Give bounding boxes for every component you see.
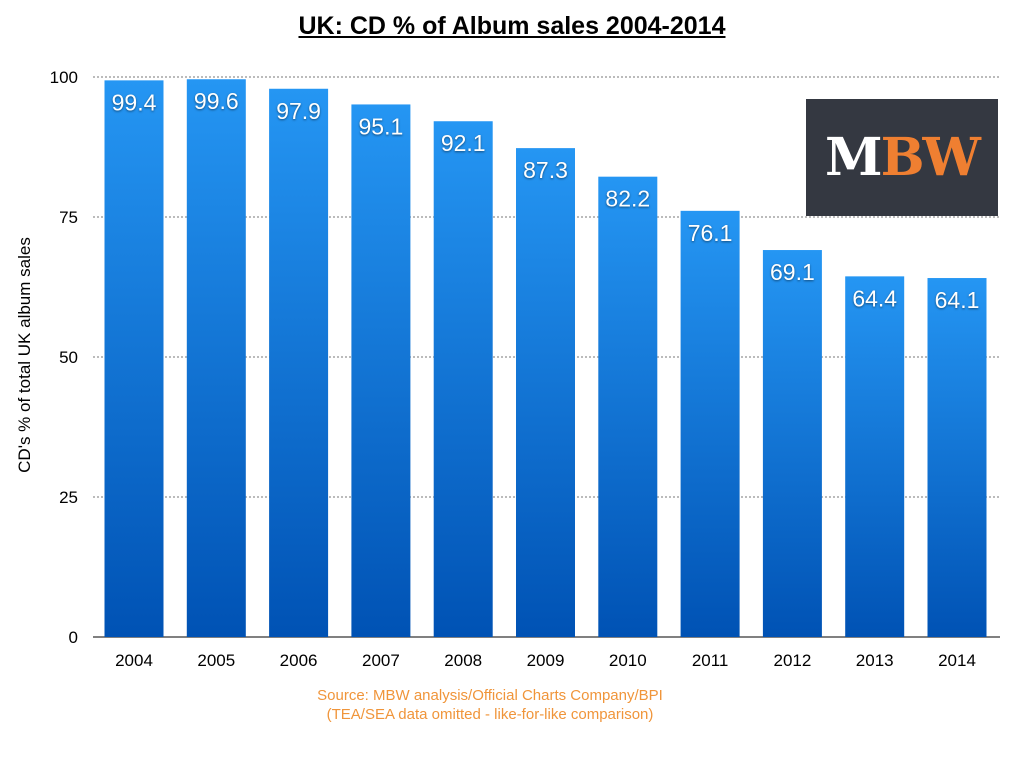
x-tick-label: 2009: [527, 651, 565, 670]
x-tick-label: 2014: [938, 651, 976, 670]
x-tick-label: 2013: [856, 651, 894, 670]
data-label: 69.1: [770, 259, 815, 285]
bar-2011: [680, 210, 740, 637]
chart-title: UK: CD % of Album sales 2004-2014: [298, 12, 726, 40]
bar-2008: [433, 121, 493, 638]
bar-2012: [762, 250, 822, 638]
source-line-2: (TEA/SEA data omitted - like-for-like co…: [326, 706, 654, 723]
y-tick-label: 100: [50, 68, 78, 87]
bar-2007: [351, 104, 411, 637]
x-tick-label: 2011: [692, 651, 729, 670]
bar-2005: [186, 79, 246, 638]
y-tick-label: 75: [59, 208, 78, 227]
bar-2010: [598, 176, 658, 637]
x-tick-label: 2005: [197, 651, 235, 670]
x-tick-label: 2006: [280, 651, 318, 670]
source-note: Source: MBW analysis/Official Charts Com…: [0, 686, 980, 724]
data-label: 64.4: [852, 285, 897, 311]
x-tick-label: 2010: [609, 651, 647, 670]
source-line-1: Source: MBW analysis/Official Charts Com…: [317, 687, 663, 704]
data-label: 64.1: [935, 287, 980, 313]
data-label: 76.1: [688, 220, 733, 246]
mbw-logo: M BW: [806, 99, 998, 216]
bar-2004: [104, 80, 164, 638]
bar-2009: [516, 148, 575, 637]
data-label: 82.2: [605, 186, 650, 212]
data-label: 92.1: [441, 130, 486, 156]
bar-2014: [927, 278, 987, 637]
data-label: 95.1: [359, 113, 404, 139]
y-tick-label: 50: [59, 348, 78, 367]
data-label: 99.6: [194, 88, 239, 114]
data-label: 87.3: [523, 157, 568, 183]
y-tick-label: 25: [59, 488, 78, 507]
bar-2006: [269, 88, 329, 637]
x-tick-label: 2008: [444, 651, 482, 670]
y-tick-label: 0: [69, 628, 78, 647]
x-tick-label: 2012: [773, 651, 811, 670]
bar-2013: [845, 276, 905, 637]
data-label: 99.4: [112, 89, 157, 115]
x-tick-label: 2004: [115, 651, 153, 670]
data-label: 97.9: [276, 98, 321, 124]
x-tick-label: 2007: [362, 651, 400, 670]
